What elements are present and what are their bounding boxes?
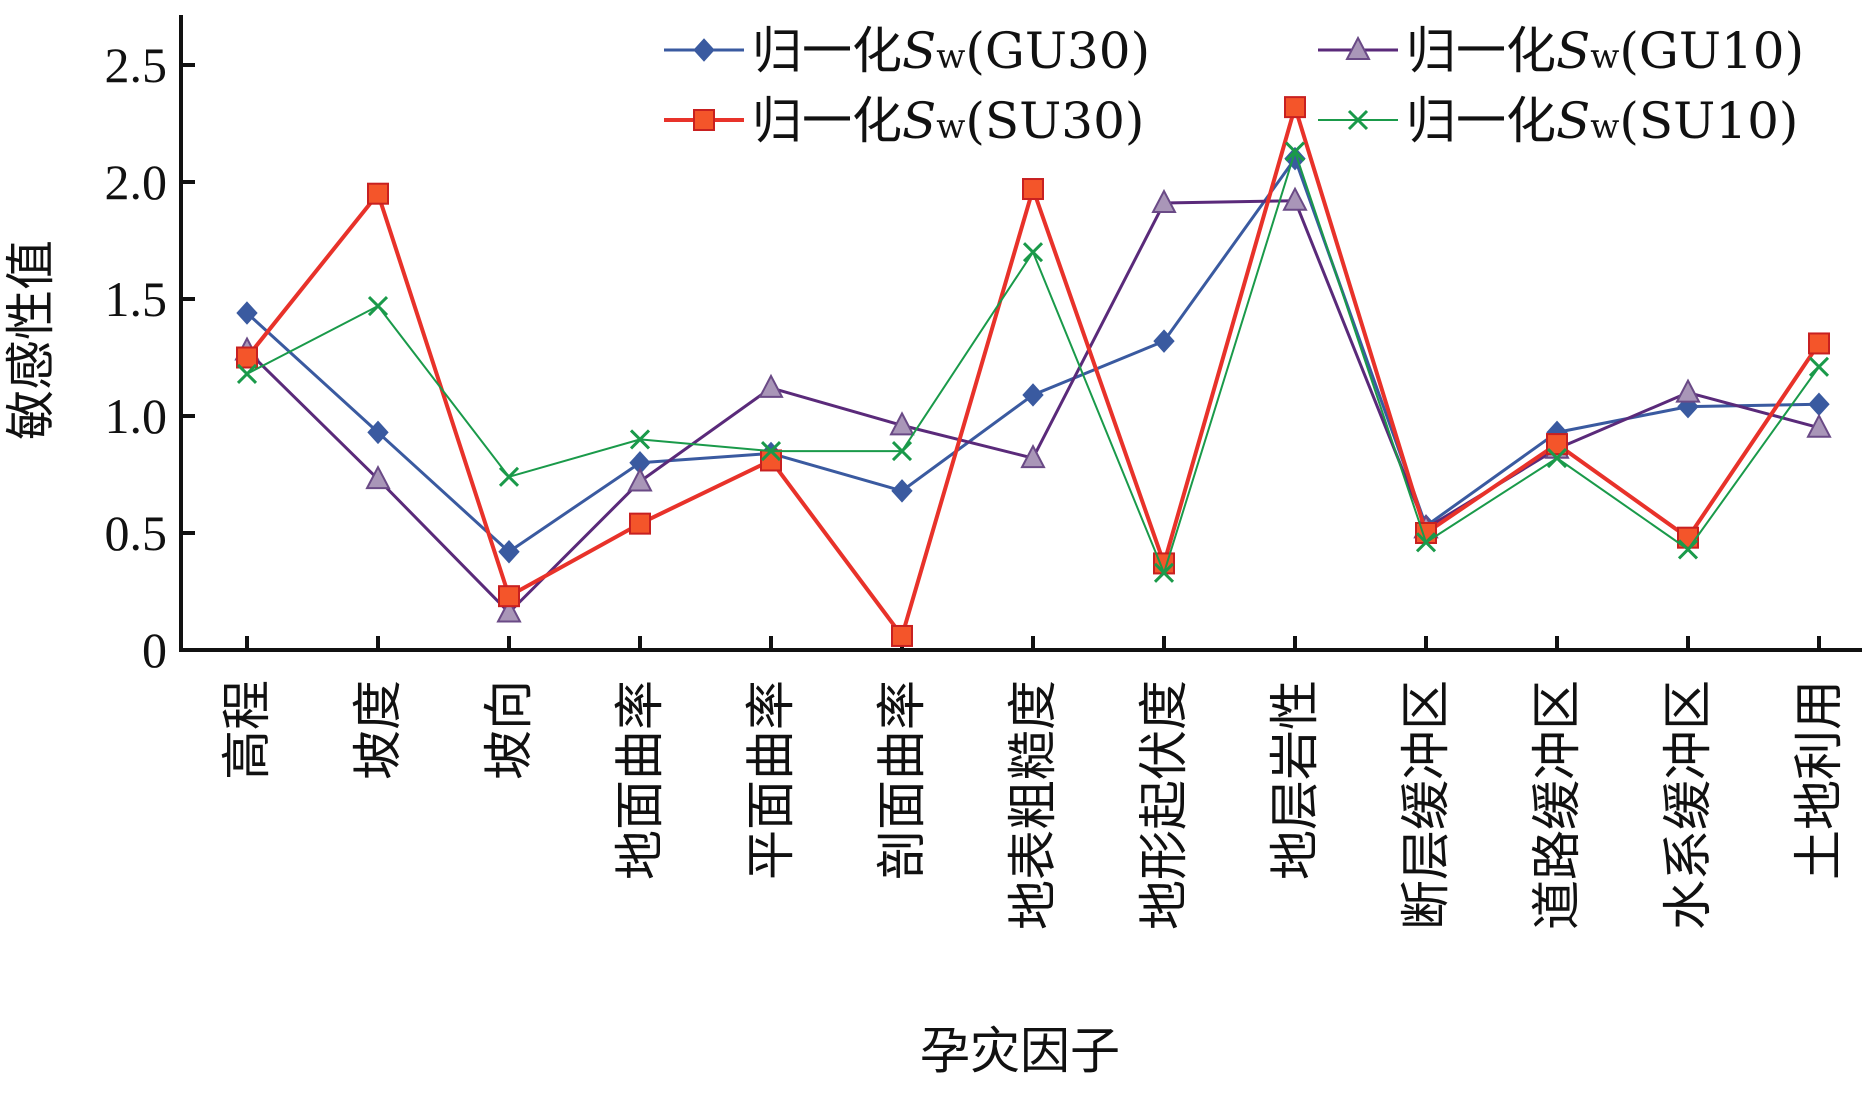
data-point [1546,433,1568,456]
x-tick-label: 断层缓冲区 [1397,680,1455,930]
x-tick-label: 地层岩性 [1266,680,1324,880]
data-point [1153,329,1175,353]
data-point [1675,378,1701,403]
data-point [1808,392,1830,417]
data-point [889,411,915,436]
x-tick-label: 地形起伏度 [1135,680,1193,930]
y-tick-label: 0.5 [105,505,168,561]
y-tick-label: 1.0 [105,388,168,444]
x-tick-label: 地面曲率 [611,680,669,880]
x-tick-label: 坡度 [349,680,407,780]
legend-label: 归一化Sw(SU10) [1406,92,1798,150]
y-ticks: 0 0.5 1.0 1.5 2.0 2.5 [105,37,195,678]
x-tick-label: 剖面曲率 [873,680,931,880]
x-axis-title: 孕灾因子 [920,1022,1120,1080]
data-point [367,295,389,317]
x-tick-label: 水系缓冲区 [1659,680,1717,930]
axes [179,15,1862,652]
data-point [236,301,258,325]
data-point [1022,242,1044,263]
x-tick-label: 土地利用 [1790,680,1848,880]
x-tick-label: 地表粗糙度 [1004,680,1062,930]
data-point [1677,539,1699,560]
data-point [758,373,784,398]
data-point [1022,383,1044,407]
data-point [627,467,653,492]
y-tick-label: 2.5 [105,37,168,93]
data-point [236,346,258,369]
data-point [1415,532,1437,553]
data-point [629,512,651,535]
x-ticks: 高程 坡度 坡向 地面曲率 平面曲率 剖面曲率 地表粗糙度 地形起伏度 地层岩性 断层缓冲区 道路缓… [218,636,1848,930]
data-point [1022,178,1044,201]
legend-label: 归一化Sw(GU30) [752,22,1150,80]
data-point [760,449,782,472]
series-x [236,141,1830,583]
data-point [1808,332,1830,355]
data-point [1020,443,1046,469]
legend-marker [1347,109,1369,131]
y-axis-title: 敏感性值 [2,240,60,440]
data-point [498,585,520,608]
data-point [1284,96,1306,119]
data-point [629,429,651,450]
x-tick-label: 平面曲率 [742,680,800,880]
data-point [1546,448,1568,469]
data-point [367,420,389,445]
data-point [367,182,389,205]
data-point [760,441,782,462]
data-point [1808,356,1830,377]
series-line [245,157,1820,554]
legend-marker [1345,35,1371,60]
data-point [1153,562,1175,583]
y-tick-label: 2.0 [105,154,168,210]
legend-marker [693,38,715,62]
data-point [236,363,258,384]
data-point [365,465,391,490]
data-point [1151,188,1177,214]
legend-item: 归一化Sw(GU10) [1318,22,1804,80]
legend-marker [693,109,715,131]
data-point [891,624,913,647]
data-point [1284,141,1306,162]
legend-item: 归一化Sw(SU10) [1318,92,1798,150]
data-point [1806,413,1832,438]
legend-label: 归一化Sw(GU10) [1406,22,1804,80]
data-point [498,539,520,564]
series-layer [234,96,1832,647]
y-tick-label: 1.5 [105,271,168,327]
legend-label: 归一化Sw(SU30) [752,92,1144,150]
data-point [891,479,913,503]
y-tick-label: 0 [142,622,167,678]
legend-item: 归一化Sw(GU30) [664,22,1150,80]
data-point [1282,186,1308,211]
x-tick-label: 道路缓冲区 [1528,680,1586,930]
x-tick-label: 高程 [218,680,276,780]
data-point [891,441,913,462]
data-point [498,466,520,487]
data-point [496,598,522,623]
legend: 归一化Sw(GU30) 归一化Sw(GU10) 归一化Sw(SU30) 归一化Sw(S… [664,22,1804,150]
series-square [236,96,1830,647]
x-tick-label: 坡向 [480,680,538,780]
legend-item: 归一化Sw(SU30) [664,92,1144,150]
